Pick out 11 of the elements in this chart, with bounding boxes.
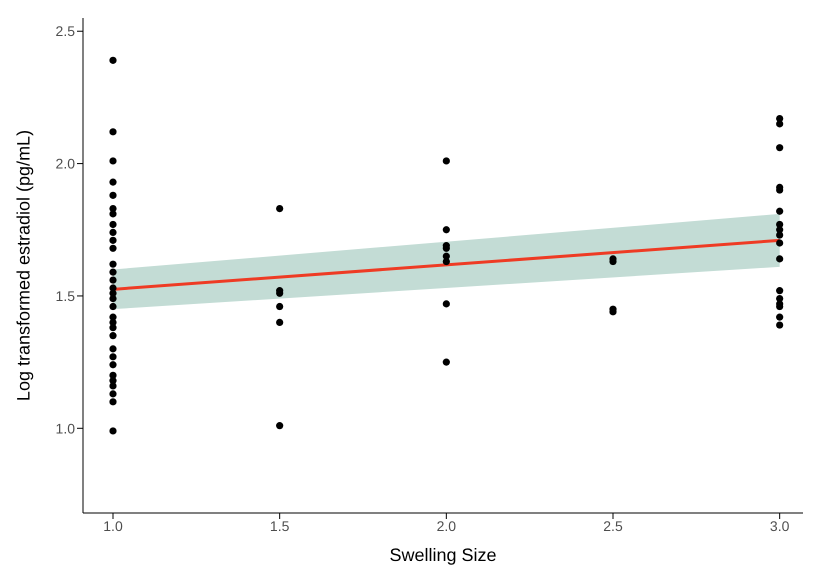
y-tick-label: 1.5 (56, 288, 76, 304)
x-tick-label: 2.0 (436, 518, 456, 534)
x-tick-label: 1.0 (103, 518, 123, 534)
x-axis-title: Swelling Size (389, 545, 497, 565)
x-tick-label: 3.0 (770, 518, 790, 534)
x-tick-label: 2.5 (603, 518, 623, 534)
x-tick-label: 1.5 (270, 518, 290, 534)
y-tick-label: 2.0 (56, 156, 76, 172)
y-axis-title: Log transformed estradiol (pg/mL) (13, 130, 34, 402)
y-tick-label: 2.5 (56, 23, 76, 40)
y-tick-label: 1.0 (56, 420, 76, 436)
